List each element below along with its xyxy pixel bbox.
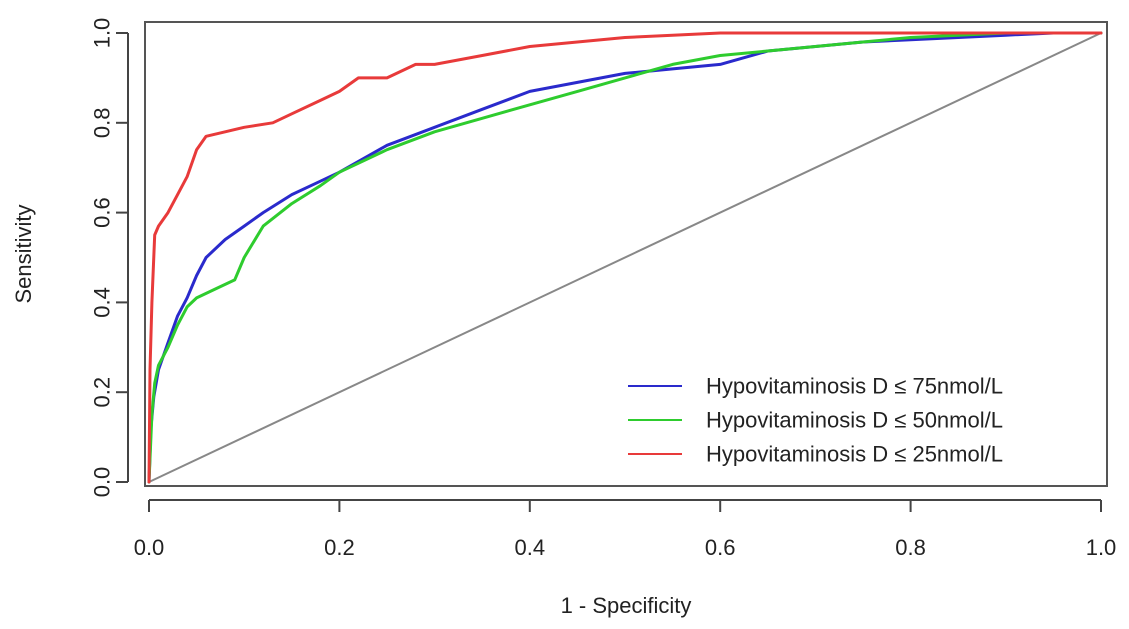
legend-label-3: Hypovitaminosis D ≤ 25nmol/L: [706, 442, 1003, 467]
series-line-3: [147, 31, 1103, 484]
x-axis-title: 1 - Specificity: [561, 593, 692, 618]
y-tick-label: 0.4: [90, 287, 115, 318]
x-tick-label: 0.6: [705, 535, 736, 560]
y-tick-label: 1.0: [90, 18, 115, 49]
x-tick-label: 0.8: [895, 535, 926, 560]
series-layer: [147, 31, 1103, 484]
y-axis-title: Sensitivity: [11, 204, 36, 303]
x-tick-label: 0.0: [134, 535, 165, 560]
plot-frame: [144, 21, 1108, 487]
x-tick-label: 0.2: [324, 535, 355, 560]
series-line-2: [147, 31, 1103, 484]
y-tick-label: 0.2: [90, 377, 115, 408]
y-axis: 0.0 0.2 0.4 0.6 0.8 1.0: [90, 18, 129, 498]
x-axis: 0.0 0.2 0.4 0.6 0.8 1.0: [134, 499, 1117, 560]
y-tick-label: 0.0: [90, 467, 115, 498]
legend-label-2: Hypovitaminosis D ≤ 50nmol/L: [706, 408, 1003, 433]
x-tick-label: 0.4: [515, 535, 546, 560]
reference-diagonal-line: [148, 32, 1102, 483]
y-tick-label: 0.8: [90, 108, 115, 139]
legend: Hypovitaminosis D ≤ 75nmol/L Hypovitamino…: [628, 374, 1003, 467]
y-tick-label: 0.6: [90, 197, 115, 228]
legend-label-1: Hypovitaminosis D ≤ 75nmol/L: [706, 374, 1003, 399]
x-tick-label: 1.0: [1086, 535, 1117, 560]
